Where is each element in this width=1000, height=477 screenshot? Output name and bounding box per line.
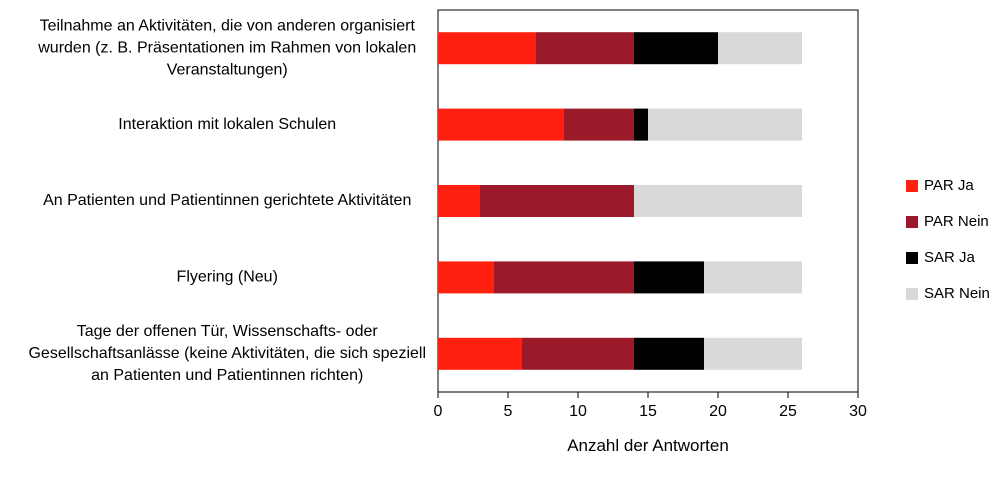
- category-label-1-line-2: wurden (z. B. Präsentationen im Rahmen v…: [37, 39, 416, 56]
- x-tick-label-30: 30: [849, 403, 867, 420]
- x-tick-label-15: 15: [639, 403, 657, 420]
- legend-swatch-par-nein: [906, 216, 918, 228]
- x-tick-label-25: 25: [779, 403, 797, 420]
- x-axis-title: Anzahl der Antworten: [567, 436, 729, 455]
- category-labels: Teilnahme an Aktivitäten, die von andere…: [28, 17, 426, 384]
- category-label-3-line-1: An Patienten und Patientinnen gerichtete…: [43, 192, 411, 209]
- legend-swatch-sar-ja: [906, 252, 918, 264]
- x-tick-label-5: 5: [504, 403, 513, 420]
- bar-segment-4-sar-nein: [704, 261, 802, 294]
- bar-segment-4-sar-ja: [634, 261, 704, 294]
- category-label-4-line-1: Flyering (Neu): [177, 269, 278, 286]
- legend-label-sar-ja: SAR Ja: [924, 249, 976, 266]
- x-tick-label-20: 20: [709, 403, 727, 420]
- bar-segment-5-sar-ja: [634, 337, 704, 370]
- bar-segment-2-sar-ja: [634, 108, 648, 141]
- bar-segment-5-par-ja: [438, 337, 522, 370]
- category-label-5-line-3: an Patienten und Patientinnen richten): [91, 367, 363, 384]
- bar-segment-4-par-nein: [494, 261, 634, 294]
- x-tick-label-10: 10: [569, 403, 587, 420]
- category-label-1-line-3: Veranstaltungen): [167, 61, 288, 78]
- bar-segment-2-par-ja: [438, 108, 564, 141]
- category-label-5-line-2: Gesellschaftsanlässe (keine Aktivitäten,…: [28, 345, 426, 362]
- bar-segment-1-par-nein: [536, 32, 634, 65]
- legend-label-sar-nein: SAR Nein: [924, 285, 990, 302]
- bar-segment-4-par-ja: [438, 261, 494, 294]
- legend-label-par-nein: PAR Nein: [924, 213, 989, 230]
- bar-segment-2-par-nein: [564, 108, 634, 141]
- category-label-2-line-1: Interaktion mit lokalen Schulen: [118, 116, 336, 133]
- bar-segment-3-par-nein: [480, 185, 634, 217]
- x-tick-label-0: 0: [434, 403, 443, 420]
- bars-group: [438, 32, 802, 370]
- legend-label-par-ja: PAR Ja: [924, 177, 974, 194]
- category-label-1-line-1: Teilnahme an Aktivitäten, die von andere…: [40, 17, 416, 34]
- bar-segment-1-sar-nein: [718, 32, 802, 65]
- legend-swatch-sar-nein: [906, 288, 918, 300]
- bar-segment-1-par-ja: [438, 32, 536, 65]
- bar-segment-3-par-ja: [438, 185, 480, 217]
- bar-segment-1-sar-ja: [634, 32, 718, 65]
- legend: PAR Ja PAR Nein SAR Ja SAR Nein: [906, 177, 990, 302]
- bar-segment-2-sar-nein: [648, 108, 802, 141]
- bar-segment-5-par-nein: [522, 337, 634, 370]
- category-label-5-line-1: Tage der offenen Tür, Wissenschafts- ode…: [77, 323, 379, 340]
- legend-swatch-par-ja: [906, 180, 918, 192]
- bar-segment-5-sar-nein: [704, 337, 802, 370]
- bar-segment-3-sar-nein: [634, 185, 802, 217]
- x-axis-ticks: 0 5 10 15 20 25 30: [434, 392, 867, 420]
